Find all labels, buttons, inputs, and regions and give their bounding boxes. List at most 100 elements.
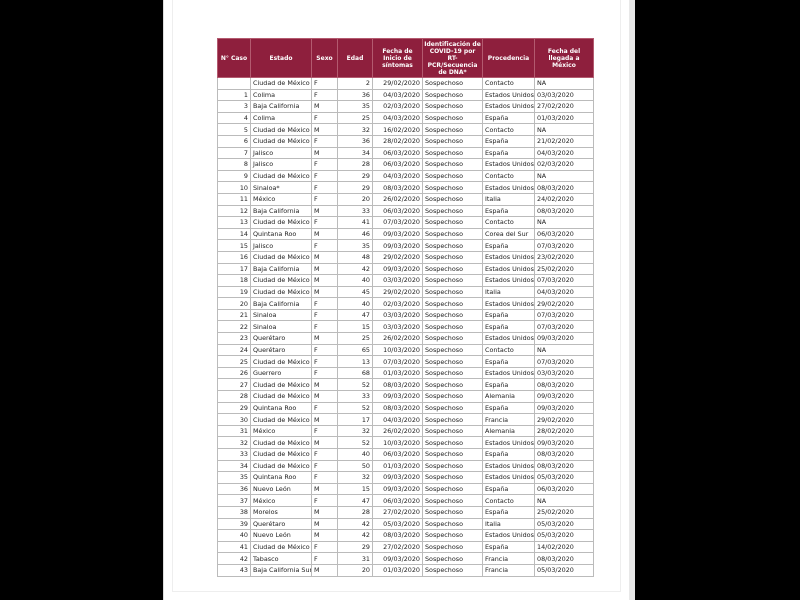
table-cell: Contacto: [482, 169, 535, 183]
table-cell: 43: [217, 563, 251, 577]
table-cell: 37: [217, 494, 251, 507]
table-cell: Ciudad de México: [250, 250, 312, 264]
table-row: 1 Colima F 36 04/03/2020 Sospechoso Estados Un…: [217, 88, 594, 102]
table-cell: Sospechoso: [422, 517, 483, 531]
table-cell: 6: [217, 134, 251, 148]
table-cell: Sospechoso: [422, 332, 483, 345]
table-cell: Ciudad de México: [250, 448, 312, 461]
table-cell: F: [311, 343, 338, 357]
table-cell: Contacto: [482, 216, 535, 229]
table-cell: NA: [534, 77, 594, 90]
table-cell: España: [482, 482, 535, 496]
table-cell: F: [311, 308, 338, 322]
table-cell: 13: [217, 216, 251, 229]
document-page: N° Caso Estado Sexo Edad Fecha de Inicio de …: [163, 0, 635, 600]
table-cell: México: [250, 494, 312, 507]
table-cell: 28/02/2020: [534, 424, 594, 438]
table-cell: NA: [534, 123, 594, 136]
table-cell: 9: [217, 169, 251, 183]
table-cell: 33: [337, 204, 373, 218]
table-cell: Nuevo León: [250, 482, 312, 496]
table-cell: Sospechoso: [422, 88, 483, 102]
header-cell: Identificación de COVID-19 por RT-PCR/Se…: [422, 38, 483, 78]
table-cell: Querétaro: [250, 332, 312, 345]
cases-table: N° Caso Estado Sexo Edad Fecha de Inicio de …: [217, 38, 594, 577]
table-cell: 24/02/2020: [534, 192, 594, 206]
table-row: 42 Tabasco F 31 09/03/2020 Sospechoso Francia 0…: [217, 552, 594, 565]
table-cell: 09/03/2020: [534, 436, 594, 449]
table-cell: 42: [337, 262, 373, 276]
table-cell: España: [482, 540, 535, 554]
table-cell: 04/03/2020: [372, 413, 423, 426]
table-cell: 07/03/2020: [534, 274, 594, 287]
table-row: 23 Querétaro M 25 26/02/2020 Sospechoso Estado…: [217, 332, 594, 345]
header-cell: N° Caso: [217, 38, 251, 78]
table-cell: Estados Unidos: [482, 262, 535, 276]
table-cell: 06/03/2020: [372, 158, 423, 171]
table-cell: M: [311, 482, 338, 496]
table-cell: Sospechoso: [422, 355, 483, 368]
table-cell: 52: [337, 436, 373, 449]
table-cell: Ciudad de México: [250, 540, 312, 554]
table-cell: 29/02/2020: [372, 250, 423, 264]
table-cell: Sospechoso: [422, 540, 483, 554]
table-cell: M: [311, 529, 338, 542]
table-cell: 34: [217, 459, 251, 473]
table-cell: NA: [534, 169, 594, 183]
table-cell: 32: [217, 436, 251, 449]
table-cell: Sinaloa: [250, 320, 312, 334]
table-row: 43 Baja California Sur M 20 01/03/2020 Sospec…: [217, 563, 594, 577]
table-cell: Quintana Roo: [250, 401, 312, 415]
table-cell: M: [311, 146, 338, 160]
table-cell: 4: [217, 111, 251, 125]
table-cell: 26/02/2020: [372, 332, 423, 345]
table-cell: Sinaloa: [250, 308, 312, 322]
table-cell: Sospechoso: [422, 308, 483, 322]
table-cell: Sospechoso: [422, 297, 483, 310]
table-cell: Sospechoso: [422, 239, 483, 252]
table-cell: 33: [217, 448, 251, 461]
table-cell: F: [311, 471, 338, 484]
table-cell: 03/03/2020: [534, 88, 594, 102]
table-cell: 41: [337, 216, 373, 229]
table-cell: Ciudad de México: [250, 459, 312, 473]
table-cell: España: [482, 146, 535, 160]
table-cell: 42: [337, 517, 373, 531]
table-row: 27 Ciudad de México M 52 08/03/2020 Sospechos…: [217, 378, 594, 392]
table-cell: F: [311, 169, 338, 183]
table-cell: 40: [337, 448, 373, 461]
table-row: 40 Nuevo León M 42 08/03/2020 Sospechoso Estad…: [217, 529, 594, 542]
table-cell: 08/03/2020: [534, 204, 594, 218]
table-cell: Sospechoso: [422, 378, 483, 392]
table-cell: 32: [337, 424, 373, 438]
table-cell: Sospechoso: [422, 262, 483, 276]
table-cell: 15: [217, 239, 251, 252]
table-cell: Colima: [250, 111, 312, 125]
table-cell: 10/03/2020: [372, 436, 423, 449]
table-row: 8 Jalisco F 28 06/03/2020 Sospechoso Estados U…: [217, 158, 594, 171]
table-cell: 14/02/2020: [534, 540, 594, 554]
table-cell: Jalisco: [250, 158, 312, 171]
table-cell: Sospechoso: [422, 366, 483, 380]
table-cell: M: [311, 262, 338, 276]
table-cell: 02/03/2020: [534, 158, 594, 171]
table-cell: 08/03/2020: [372, 181, 423, 194]
table-cell: España: [482, 355, 535, 368]
header-row: N° Caso Estado Sexo Edad Fecha de Inicio de …: [217, 38, 594, 78]
table-row: 24 Querétaro F 65 10/03/2020 Sospechoso Contac…: [217, 343, 594, 357]
table-cell: Ciudad de México: [250, 77, 312, 90]
table-cell: M: [311, 204, 338, 218]
table-row: 16 Ciudad de México M 48 29/02/2020 Sospechos…: [217, 250, 594, 264]
table-cell: Sospechoso: [422, 343, 483, 357]
table-cell: M: [311, 413, 338, 426]
table-cell: 47: [337, 308, 373, 322]
table-row: 35 Quintana Roo F 32 09/03/2020 Sospechoso Est…: [217, 471, 594, 484]
table-cell: España: [482, 401, 535, 415]
table-cell: 08/03/2020: [534, 448, 594, 461]
table-cell: Ciudad de México: [250, 390, 312, 403]
header-cell: Procedencia: [482, 38, 535, 78]
table-cell: Sospechoso: [422, 552, 483, 565]
table-cell: 3: [217, 100, 251, 113]
table-row: 20 Baja California F 40 02/03/2020 Sospechoso…: [217, 297, 594, 310]
table-cell: Estados Unidos: [482, 459, 535, 473]
